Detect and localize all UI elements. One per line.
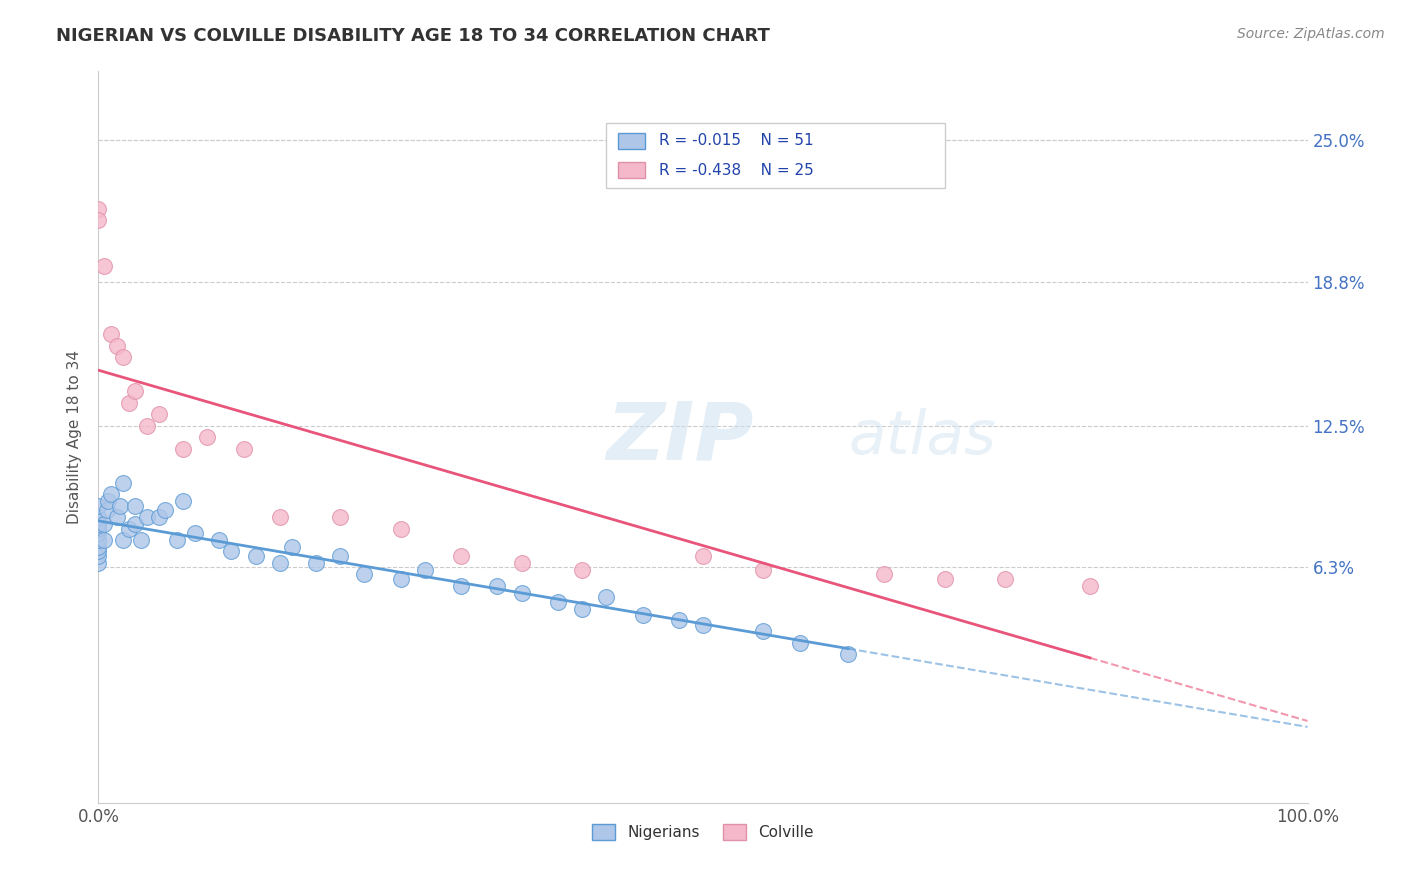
Point [329,549,352,563]
Point [87,526,110,541]
Point [118,396,141,410]
Point [692,617,714,632]
Point [87,499,110,513]
Point [571,601,593,615]
Bar [619,162,645,178]
Point [208,533,231,547]
Point [100,487,122,501]
Point [87,540,110,554]
Point [124,516,146,531]
FancyBboxPatch shape [606,122,945,188]
Point [934,572,956,586]
Point [93,516,115,531]
Point [221,544,243,558]
Point [129,533,152,547]
Text: Source: ZipAtlas.com: Source: ZipAtlas.com [1237,27,1385,41]
Point [389,521,412,535]
Point [111,350,134,364]
Text: R = -0.015    N = 51: R = -0.015 N = 51 [659,133,814,148]
Point [245,549,267,563]
Point [87,510,110,524]
Point [105,510,128,524]
Point [837,647,859,661]
Point [413,563,436,577]
Point [148,510,170,524]
Point [450,549,472,563]
Point [105,338,128,352]
Point [184,526,207,541]
Point [269,556,291,570]
Point [93,533,115,547]
Point [118,521,141,535]
Point [994,572,1017,586]
Point [96,503,118,517]
Point [153,503,176,517]
Point [97,494,120,508]
Point [353,567,375,582]
Point [389,572,412,586]
Y-axis label: Disability Age 18 to 34: Disability Age 18 to 34 [67,350,83,524]
Point [108,499,131,513]
Point [595,590,617,604]
Bar [619,133,645,149]
Point [100,327,122,342]
Point [87,544,110,558]
Point [124,384,146,399]
Point [510,585,533,599]
Point [87,521,110,535]
Text: ZIP: ZIP [606,398,754,476]
Point [87,202,110,216]
Point [752,624,775,639]
Point [486,579,509,593]
Point [269,510,291,524]
Point [752,563,775,577]
Point [135,418,157,433]
Point [87,533,110,547]
Point [87,213,110,227]
Point [668,613,690,627]
Point [873,567,896,582]
Point [450,579,472,593]
Point [87,516,110,531]
Point [148,407,170,421]
Point [172,494,194,508]
Text: atlas: atlas [848,408,995,467]
Point [571,563,593,577]
Point [547,594,569,608]
Point [166,533,188,547]
Point [87,549,110,563]
Legend: Nigerians, Colville: Nigerians, Colville [586,818,820,847]
Point [111,475,134,490]
Point [124,499,146,513]
Point [692,549,714,563]
Point [305,556,328,570]
Point [232,442,254,456]
Point [111,533,134,547]
Point [87,556,110,570]
Point [172,442,194,456]
Text: NIGERIAN VS COLVILLE DISABILITY AGE 18 TO 34 CORRELATION CHART: NIGERIAN VS COLVILLE DISABILITY AGE 18 T… [56,27,770,45]
Point [329,510,352,524]
Point [631,608,654,623]
Point [510,556,533,570]
Point [281,540,304,554]
Point [789,636,811,650]
Text: R = -0.438    N = 25: R = -0.438 N = 25 [659,162,814,178]
Point [135,510,157,524]
Point [93,259,115,273]
Point [1078,579,1101,593]
Point [195,430,218,444]
